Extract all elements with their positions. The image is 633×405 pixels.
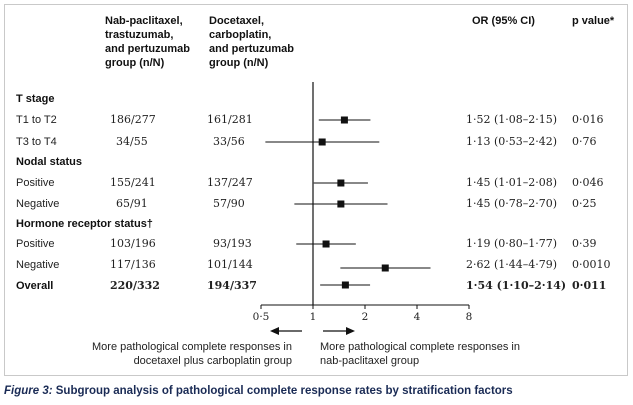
row-g2-value: 93/193 — [213, 237, 252, 250]
row-g1-value: 117/136 — [110, 258, 156, 271]
point-estimate — [341, 281, 349, 289]
row-g1-value: 186/277 — [110, 113, 156, 126]
header-nab-group: Nab-paclitaxel, trastuzumab, and pertuzu… — [105, 15, 190, 69]
figure-panel — [4, 4, 628, 376]
row-or-text: 2·62 (1·44–4·79) — [466, 258, 558, 271]
row-g1-value: 34/55 — [116, 135, 148, 148]
row-label: Negative — [16, 259, 60, 271]
row-p-value: 0·011 — [572, 279, 607, 292]
row-label: Negative — [16, 198, 60, 210]
row-p-value: 0·016 — [572, 113, 604, 126]
row-g2-value: 137/247 — [207, 176, 253, 189]
x-tick-label: 8 — [466, 311, 473, 323]
left-arrow-head — [270, 327, 279, 335]
figure-caption: Figure 3: Subgroup analysis of pathologi… — [4, 385, 513, 397]
row-label: Positive — [16, 177, 55, 189]
row-p-value: 0·39 — [572, 237, 597, 250]
point-estimate — [381, 264, 389, 272]
row-g2-value: 33/56 — [213, 135, 245, 148]
caption-figure-label: Figure 3: — [4, 385, 53, 397]
x-tick-label: 4 — [414, 311, 421, 323]
row-p-value: 0·25 — [572, 197, 597, 210]
x-tick-label: 0·5 — [253, 311, 270, 323]
header-docetaxel-group: Docetaxel, carboplatin, and pertuzumab g… — [209, 15, 294, 69]
row-g2-value: 161/281 — [207, 113, 253, 126]
row-g2-value: 57/90 — [213, 197, 245, 210]
row-g2-value: 101/144 — [207, 258, 253, 271]
row-g1-value: 155/241 — [110, 176, 156, 189]
point-estimate — [340, 116, 348, 124]
caption-text: Subgroup analysis of pathological comple… — [55, 385, 513, 397]
section-hormone-status: Hormone receptor status† — [16, 218, 153, 230]
row-g2-value: 194/337 — [207, 279, 257, 292]
row-or-text: 1·13 (0·53–2·42) — [466, 135, 558, 148]
point-estimate — [337, 200, 345, 208]
x-tick-label: 2 — [362, 311, 369, 323]
section-nodal-status: Nodal status — [16, 156, 83, 168]
left-direction-note: More pathological complete responses in … — [92, 341, 292, 367]
section-t-stage: T stage — [16, 93, 55, 105]
row-p-value: 0·0010 — [572, 258, 611, 271]
point-estimate — [337, 179, 345, 187]
right-arrow-head — [346, 327, 355, 335]
row-or-text: 1·19 (0·80–1·77) — [466, 237, 558, 250]
row-or-text: 1·45 (1·01–2·08) — [466, 176, 558, 189]
header-p-value: p value* — [572, 15, 615, 27]
point-estimate — [322, 240, 330, 248]
row-p-value: 0·046 — [572, 176, 604, 189]
row-p-value: 0·76 — [572, 135, 597, 148]
row-or-text: 1·52 (1·08–2·15) — [466, 113, 558, 126]
row-label-overall: Overall — [16, 280, 54, 292]
x-tick-label: 1 — [310, 311, 317, 323]
row-label: Positive — [16, 238, 55, 250]
row-label: T1 to T2 — [16, 114, 57, 126]
point-estimate — [318, 138, 326, 146]
row-g1-value: 65/91 — [116, 197, 148, 210]
header-or-ci: OR (95% CI) — [472, 15, 535, 27]
right-direction-note: More pathological complete responses in … — [320, 341, 520, 367]
row-or-text: 1·54 (1·10–2·14) — [466, 279, 567, 292]
row-g1-value: 103/196 — [110, 237, 156, 250]
row-label: T3 to T4 — [16, 136, 57, 148]
row-or-text: 1·45 (0·78–2·70) — [466, 197, 558, 210]
row-g1-value: 220/332 — [110, 279, 160, 292]
